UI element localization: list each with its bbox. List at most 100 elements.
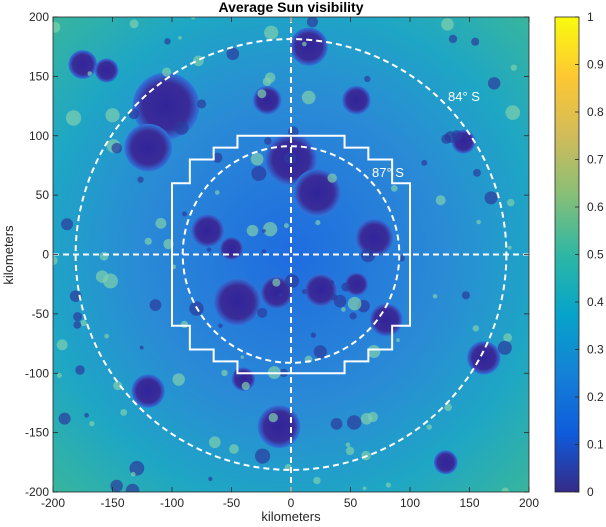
small-crater (254, 448, 271, 464)
y-tick-label: 0 (42, 248, 49, 262)
small-crater (364, 75, 371, 83)
small-crater (99, 251, 109, 261)
dark-crater (467, 341, 501, 375)
small-crater (385, 482, 391, 488)
small-crater (341, 282, 351, 292)
small-crater (75, 365, 85, 375)
x-axis-ticks: -200 -150 -100 -50 0 50 100 150 200 (41, 17, 539, 510)
small-crater (327, 173, 337, 183)
colorbar-tick-label: 1 (587, 10, 594, 24)
small-crater (329, 280, 335, 285)
label-84s: 84° S (448, 89, 480, 104)
stepped-region-outline (171, 134, 411, 375)
small-crater (283, 151, 297, 165)
small-crater (484, 191, 498, 205)
small-crater (278, 293, 283, 297)
x-tick-label: 0 (288, 496, 295, 510)
colorbar-tick-label: 0.2 (587, 390, 604, 404)
small-crater (178, 35, 182, 40)
dark-crater (355, 218, 394, 257)
small-crater (240, 355, 245, 359)
small-crater (444, 403, 453, 412)
small-crater (262, 229, 266, 233)
small-crater (250, 152, 264, 166)
small-crater (241, 381, 250, 391)
small-crater (301, 90, 316, 105)
small-crater (174, 120, 189, 135)
colorbar-tick-label: 0 (587, 485, 594, 499)
small-crater (268, 412, 278, 423)
y-tick-label: 150 (29, 69, 49, 83)
small-crater (61, 218, 73, 231)
small-crater (149, 299, 162, 311)
small-crater (285, 274, 300, 289)
small-crater (313, 345, 327, 359)
small-crater (302, 41, 307, 47)
small-crater (110, 479, 123, 492)
small-crater (56, 339, 68, 351)
small-crater (113, 381, 123, 391)
x-tick-label: -200 (41, 496, 65, 510)
small-crater (426, 424, 433, 430)
small-crater (87, 71, 93, 76)
small-crater (229, 444, 239, 454)
small-crater (301, 289, 307, 295)
y-tick-label: 100 (29, 129, 49, 143)
small-crater (506, 198, 515, 207)
small-crater (497, 340, 512, 355)
colorbar-tick-label: 0.1 (587, 438, 604, 452)
small-crater (181, 211, 188, 217)
x-tick-label: 100 (400, 496, 420, 510)
small-crater (89, 421, 95, 427)
small-crater (315, 220, 321, 226)
small-crater (162, 67, 172, 77)
dark-crater (260, 275, 294, 310)
small-crater (345, 446, 355, 456)
dark-crater (257, 405, 301, 449)
dark-crater (191, 214, 225, 248)
colorbar-tick-label: 0.3 (587, 343, 604, 357)
small-crater (129, 19, 139, 29)
x-tick-label: 150 (459, 496, 479, 510)
small-crater (347, 296, 362, 311)
small-crater (333, 294, 347, 308)
x-tick-label: -100 (160, 496, 184, 510)
small-crater (95, 270, 109, 283)
small-crater (208, 436, 221, 449)
dark-crater (131, 374, 165, 408)
y-tick-label: -50 (32, 307, 50, 321)
colorbar-tick-label: 0.5 (587, 248, 604, 262)
small-crater (65, 110, 82, 126)
small-crater (120, 409, 128, 416)
x-axis-label: kilometers (261, 509, 321, 524)
dark-crater (369, 303, 403, 337)
small-crater (206, 247, 212, 252)
small-crater (263, 222, 278, 237)
small-crater (73, 312, 83, 322)
y-tick-label: 200 (29, 10, 49, 24)
small-crater (111, 142, 123, 154)
small-crater (53, 21, 61, 33)
small-crater (197, 99, 207, 109)
small-crater (221, 369, 228, 377)
small-crater (346, 415, 362, 430)
dark-crater (304, 273, 338, 307)
small-crater (80, 319, 87, 327)
dark-crater (252, 85, 282, 115)
small-crater (264, 137, 272, 145)
small-crater (396, 338, 401, 342)
small-crater (367, 344, 381, 359)
small-crater (487, 77, 501, 90)
small-crater (264, 25, 279, 40)
colorbar-tick-label: 0.7 (587, 153, 604, 167)
dark-crater (344, 272, 369, 297)
small-crater (345, 442, 351, 448)
small-crater (104, 333, 110, 339)
small-crater (69, 290, 82, 303)
small-crater (246, 224, 259, 237)
chart-title: Average Sun visibility (219, 0, 364, 15)
dark-crater (342, 85, 371, 115)
small-crater (444, 131, 457, 143)
small-crater (360, 412, 373, 425)
